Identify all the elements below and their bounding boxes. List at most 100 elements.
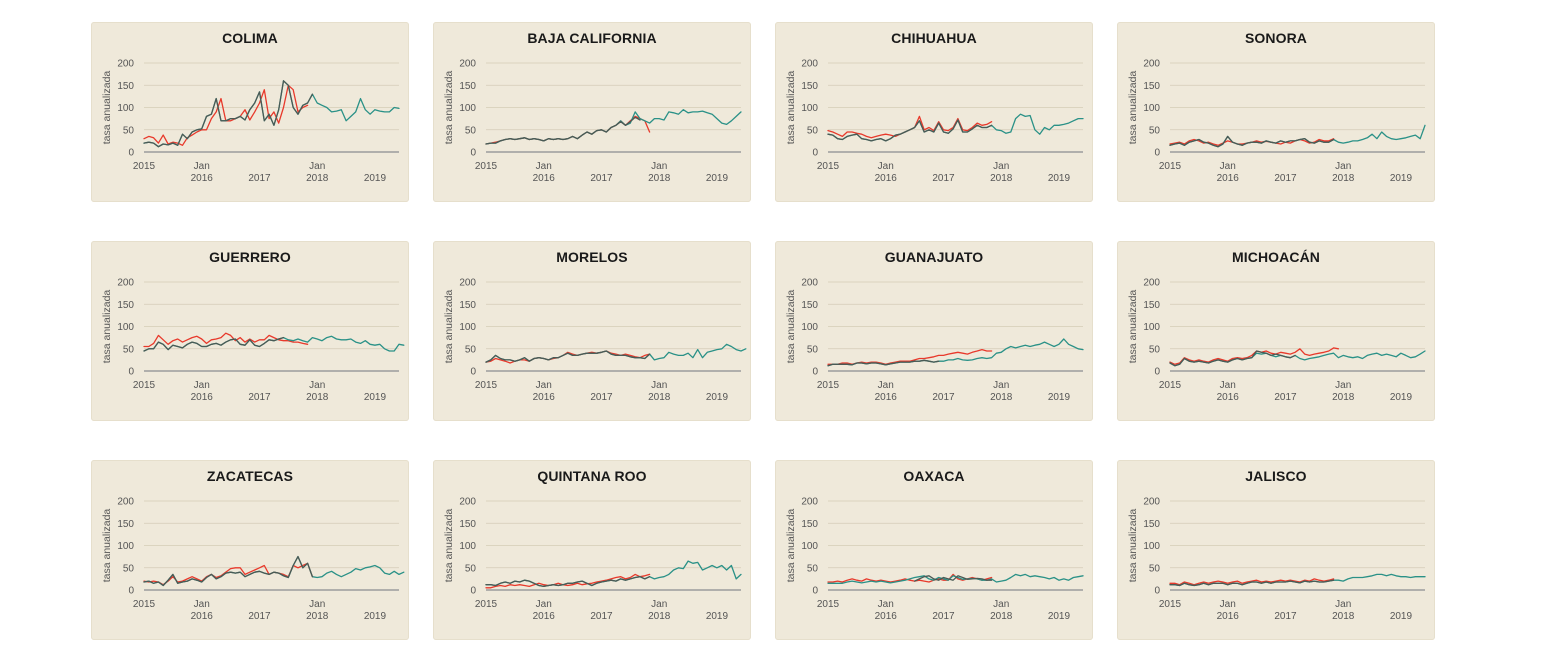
y-tick-label: 150 <box>801 81 818 92</box>
y-tick-label: 0 <box>470 586 476 597</box>
series-line-teal <box>143 80 400 148</box>
series-line-dark <box>143 80 314 148</box>
x-tick-label: Jan <box>1335 599 1351 610</box>
y-tick-label: 50 <box>807 125 819 136</box>
x-tick-label: 2019 <box>706 173 729 184</box>
x-tick-label: Jan <box>993 599 1009 610</box>
x-tick-label: 2019 <box>364 392 387 403</box>
series-line-red <box>143 562 314 586</box>
chart-title: OAXACA <box>903 468 965 484</box>
x-tick-label: 2015 <box>133 599 156 610</box>
y-tick-label: 200 <box>459 497 476 508</box>
y-tick-label: 200 <box>801 278 818 289</box>
x-tick-label: Jan <box>536 161 552 172</box>
chart-panel: COLIMA 0 50 100 150 200 tasa anualizada 2015 Jan… <box>91 22 409 202</box>
y-tick-label: 0 <box>128 148 134 159</box>
x-tick-label: 2015 <box>475 380 498 391</box>
x-tick-label: 2017 <box>932 392 955 403</box>
x-tick-label: Jan <box>651 161 667 172</box>
x-tick-label: 2017 <box>590 611 613 622</box>
y-tick-label: 200 <box>117 278 134 289</box>
y-tick-label: 200 <box>801 497 818 508</box>
x-tick-label: 2017 <box>932 611 955 622</box>
x-tick-label: 2017 <box>1274 611 1297 622</box>
chart-panel: CHIHUAHUA 0 50 100 150 200 tasa anualizada 2015… <box>775 22 1093 202</box>
x-tick-label: 2016 <box>875 392 898 403</box>
y-tick-label: 0 <box>1154 148 1160 159</box>
x-tick-label: 2016 <box>191 611 214 622</box>
chart-panel: GUANAJUATO 0 50 100 150 200 tasa anualizada 201… <box>775 241 1093 421</box>
y-tick-label: 50 <box>465 125 477 136</box>
x-tick-label: Jan <box>1220 599 1236 610</box>
x-tick-label: 2018 <box>648 392 671 403</box>
x-tick-label: Jan <box>309 599 325 610</box>
series-line-red <box>485 115 651 145</box>
y-tick-label: 100 <box>801 103 818 114</box>
y-tick-label: 150 <box>1143 81 1160 92</box>
y-tick-label: 50 <box>123 125 135 136</box>
y-tick-label: 100 <box>1143 541 1160 552</box>
x-tick-label: 2015 <box>133 380 156 391</box>
x-tick-label: 2016 <box>533 173 556 184</box>
x-tick-label: 2018 <box>306 611 329 622</box>
y-axis-label: tasa anualizada <box>1127 71 1139 145</box>
y-tick-label: 100 <box>459 541 476 552</box>
y-tick-label: 100 <box>1143 322 1160 333</box>
chart-panel: MORELOS 0 50 100 150 200 tasa anualizada 2015 Ja… <box>433 241 751 421</box>
series-line-red <box>485 573 651 589</box>
y-tick-label: 200 <box>117 59 134 70</box>
x-tick-label: 2017 <box>590 392 613 403</box>
series-line-dark <box>143 336 285 352</box>
y-tick-label: 200 <box>801 59 818 70</box>
y-tick-label: 200 <box>1143 59 1160 70</box>
chart-panel: JALISCO 0 50 100 150 200 tasa anualizada 2015 Ja… <box>1117 460 1435 640</box>
y-tick-label: 150 <box>117 81 134 92</box>
y-tick-label: 50 <box>807 563 819 574</box>
x-tick-label: Jan <box>878 599 894 610</box>
y-tick-label: 100 <box>117 322 134 333</box>
x-tick-label: 2016 <box>875 173 898 184</box>
chart-panel: ZACATECAS 0 50 100 150 200 tasa anualizada 2015… <box>91 460 409 640</box>
chart-title: GUERRERO <box>209 249 291 265</box>
y-axis-label: tasa anualizada <box>443 509 455 583</box>
y-tick-label: 100 <box>117 541 134 552</box>
chart-panel: QUINTANA ROO 0 50 100 150 200 tasa anualizada 2… <box>433 460 751 640</box>
x-tick-label: 2018 <box>1332 611 1355 622</box>
x-tick-label: 2016 <box>1217 392 1240 403</box>
y-axis-label: tasa anualizada <box>443 71 455 145</box>
series-line-teal <box>827 573 1084 584</box>
series-line-red <box>1169 578 1335 586</box>
y-tick-label: 100 <box>801 322 818 333</box>
x-tick-label: Jan <box>651 380 667 391</box>
x-tick-label: 2018 <box>1332 392 1355 403</box>
series-line-dark <box>913 575 993 582</box>
y-tick-label: 150 <box>459 519 476 530</box>
series-line-dark <box>1169 135 1335 148</box>
x-tick-label: 2019 <box>1390 392 1413 403</box>
y-tick-label: 50 <box>807 344 819 355</box>
x-tick-label: 2016 <box>875 611 898 622</box>
series-line-dark <box>827 359 940 367</box>
x-tick-label: 2016 <box>191 173 214 184</box>
x-tick-label: Jan <box>1220 380 1236 391</box>
x-tick-label: 2019 <box>706 392 729 403</box>
series-line-dark <box>1169 350 1296 367</box>
series-line-dark <box>1169 579 1335 587</box>
series-line-teal <box>485 560 742 588</box>
series-line-dark <box>485 350 651 363</box>
y-tick-label: 0 <box>128 367 134 378</box>
x-tick-label: Jan <box>194 599 210 610</box>
y-axis-label: tasa anualizada <box>1127 509 1139 583</box>
x-tick-label: Jan <box>993 380 1009 391</box>
x-tick-label: Jan <box>878 161 894 172</box>
y-tick-label: 0 <box>1154 367 1160 378</box>
x-tick-label: 2017 <box>1274 173 1297 184</box>
series-line-dark <box>143 555 314 587</box>
